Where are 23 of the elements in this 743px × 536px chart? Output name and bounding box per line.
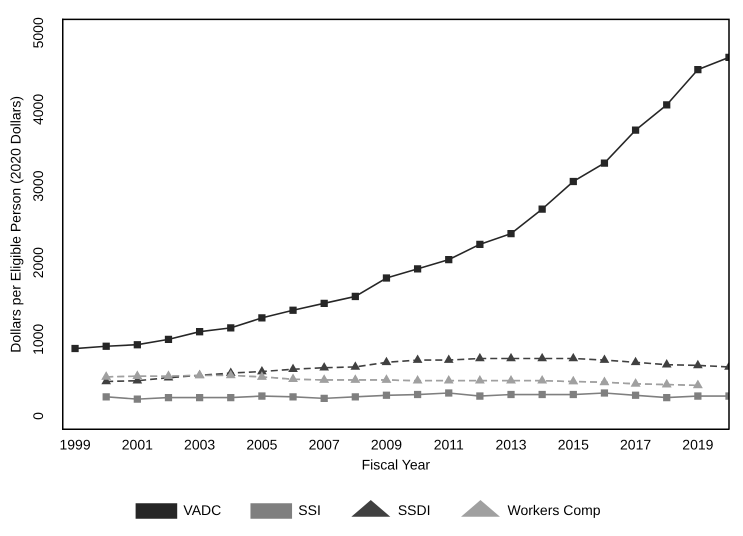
y-tick-label: 0 — [30, 412, 46, 420]
x-tick-label: 2015 — [558, 436, 590, 453]
legend-label: SSI — [298, 502, 321, 518]
x-tick-label: 2009 — [370, 436, 402, 453]
x-tick-label: 2011 — [434, 436, 464, 453]
x-axis-title: Fiscal Year — [362, 456, 430, 472]
x-tick-label: 1999 — [59, 436, 91, 453]
y-tick-label: 3000 — [30, 170, 46, 202]
x-tick-label: 2019 — [682, 436, 714, 453]
y-tick-label: 5000 — [30, 17, 46, 48]
legend-label: VADC — [183, 502, 222, 518]
legend-label: SSDI — [398, 502, 431, 518]
y-tick-label: 1000 — [30, 324, 46, 355]
legend-label: Workers Comp — [508, 502, 601, 518]
x-tick-label: 2013 — [495, 436, 527, 453]
y-axis-title: Dollars per Eligible Person (2020 Dollars) — [7, 96, 24, 353]
x-tick-label: 2001 — [122, 436, 154, 453]
y-tick-label: 2000 — [30, 246, 46, 278]
x-tick-label: 2005 — [246, 436, 278, 453]
x-tick-label: 2003 — [184, 436, 216, 453]
y-tick-label: 4000 — [30, 94, 46, 126]
x-tick-label: 2007 — [308, 436, 340, 453]
x-tick-label: 2017 — [620, 436, 652, 453]
